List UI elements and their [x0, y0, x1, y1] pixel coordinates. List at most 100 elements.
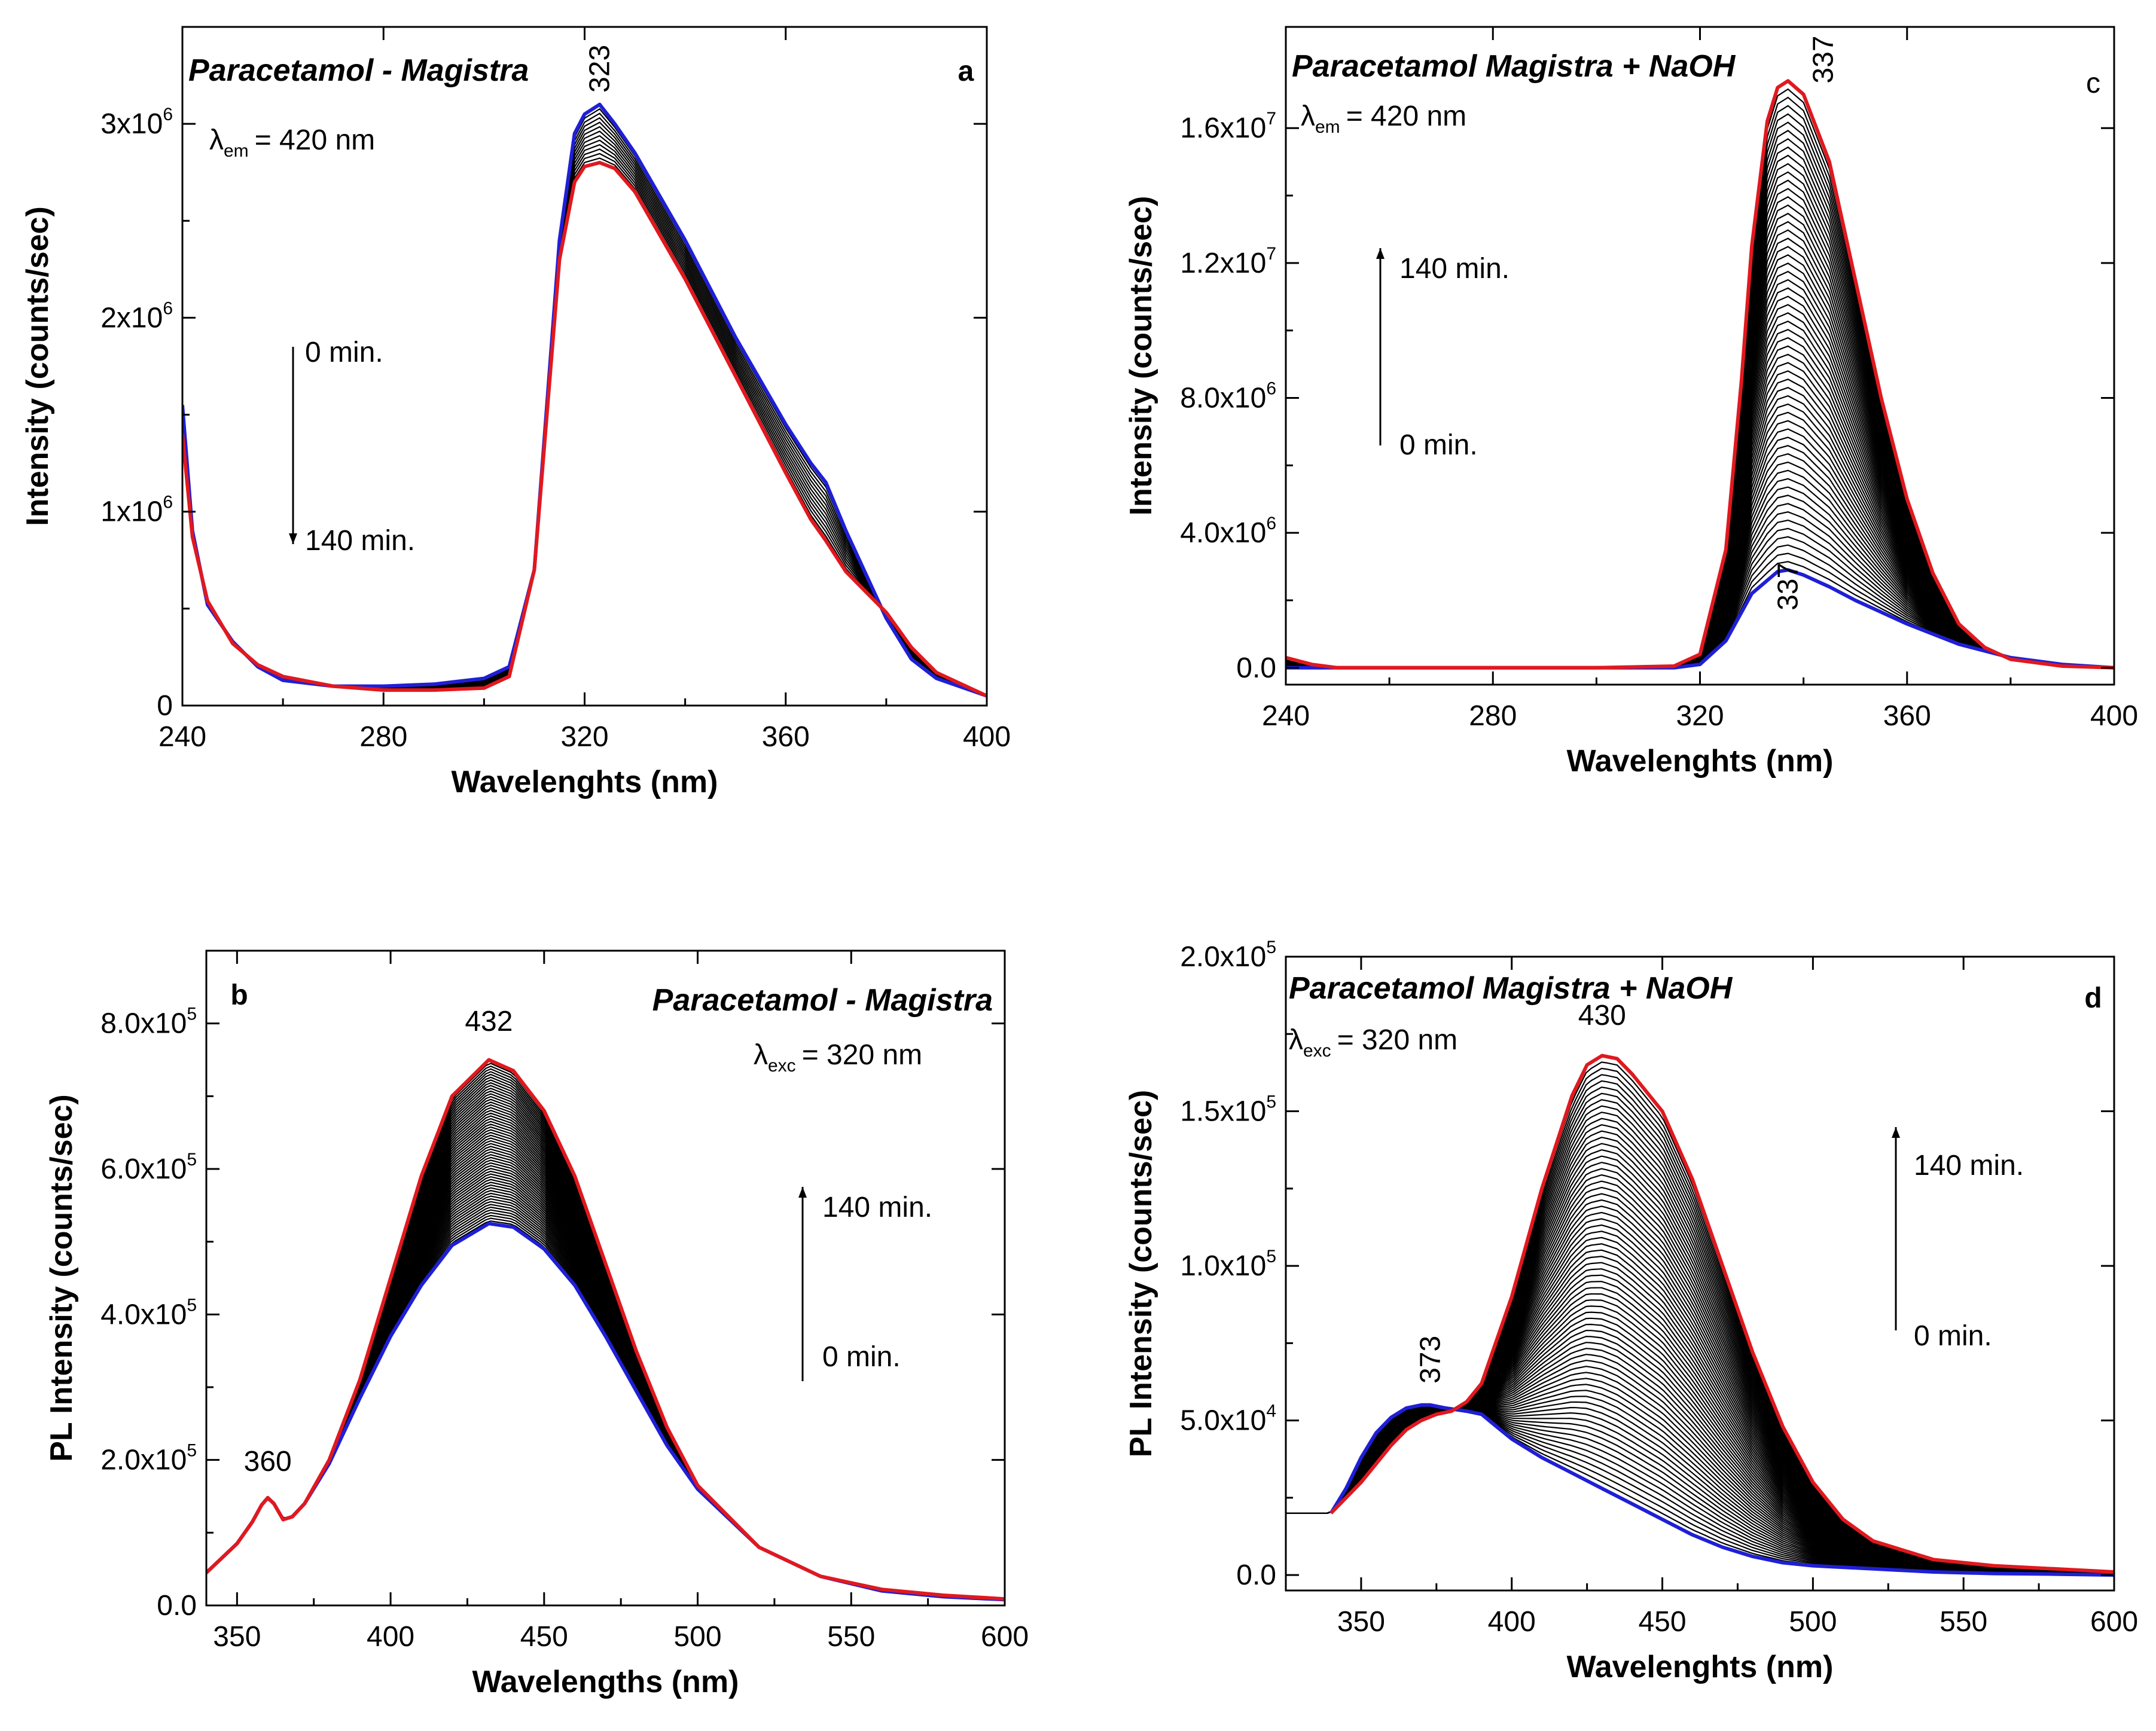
curve-a-6: [182, 130, 987, 697]
curve-c-33: [1286, 295, 2114, 668]
curve-c-8: [1286, 503, 2114, 668]
x-tick-label-c-3: 360: [1883, 700, 1931, 732]
arrow-start-label-a: 0 min.: [305, 337, 383, 368]
curve-c-23: [1286, 378, 2114, 668]
x-tick-label-d-2: 450: [1638, 1606, 1686, 1638]
curve-b-16: [206, 1179, 1005, 1600]
curve-c-9: [1286, 494, 2114, 668]
panel-d: 350 400 450 500 550 600 0.0 5.0x104 1.0x105 1.5x1…: [1124, 938, 2138, 1684]
x-tick-label-b-0: 350: [213, 1621, 261, 1653]
chart-title-b: Paracetamol - Magistra: [652, 983, 993, 1018]
curve-c-26: [1286, 353, 2114, 668]
curve-c-55: [1286, 113, 2114, 668]
curve-c-17: [1286, 428, 2114, 668]
peak-label-d-1: 373: [1415, 1336, 1447, 1384]
curve-c-58: [1286, 88, 2114, 668]
x-tick-label-a-1: 280: [359, 721, 407, 753]
curve-c-11: [1286, 478, 2114, 668]
curve-c-35: [1286, 279, 2114, 668]
panel-label-d: d: [2084, 982, 2102, 1014]
arrow-start-label-c: 0 min.: [1399, 429, 1478, 461]
y-tick-label-a-1: 1x106: [100, 493, 173, 528]
curve-c-36: [1286, 270, 2114, 668]
peak-label-c-1: 337: [1773, 563, 1804, 610]
arrow-end-label-d: 140 min.: [1914, 1150, 2024, 1182]
panel-label-c: c: [2086, 68, 2100, 99]
x-tick-label-c-2: 320: [1676, 700, 1724, 732]
curve-c-54: [1286, 121, 2114, 668]
curve-a-2: [182, 112, 987, 697]
x-axis-label-b: Wavelengths (nm): [472, 1665, 739, 1699]
curve-c-28: [1286, 337, 2114, 668]
y-tick-label-c-2: 8.0x106: [1180, 379, 1276, 414]
curve-d-9: [1286, 1406, 2114, 1576]
curve-d-12: [1286, 1406, 2114, 1576]
plot-area-a: [182, 102, 987, 698]
y-axis-label-b: PL Intensity (counts/sec): [44, 1094, 79, 1462]
series-c-last: [1286, 79, 2114, 670]
x-tick-label-d-0: 350: [1337, 1606, 1385, 1638]
curve-c-38: [1286, 254, 2114, 668]
curve-d-11: [1286, 1406, 2114, 1576]
y-tick-label-b-0: 0.0: [157, 1590, 197, 1622]
plot-area-d: [1286, 1054, 2114, 1577]
x-tick-label-b-2: 450: [520, 1621, 568, 1653]
curve-c-25: [1286, 362, 2114, 668]
plot-area-b: [206, 1058, 1005, 1602]
y-tick-label-a-3: 3x106: [100, 105, 173, 140]
curve-b-11: [206, 1192, 1005, 1601]
y-axis-label-c: Intensity (counts/sec): [1124, 196, 1158, 516]
curve-a-11: [182, 152, 987, 697]
curve-c-48: [1286, 171, 2114, 668]
curve-c-29: [1286, 328, 2114, 668]
panel-label-b: b: [230, 979, 248, 1011]
curve-d-42: [1286, 1224, 2114, 1574]
y-tick-label-d-4: 2.0x105: [1180, 938, 1276, 973]
curve-b-13: [206, 1187, 1005, 1601]
curve-a-8: [182, 139, 987, 697]
curve-c-37: [1286, 262, 2114, 668]
x-axis-label-a: Wavelenghts (nm): [452, 765, 718, 799]
curve-b-17: [206, 1176, 1005, 1600]
curve-d-8: [1286, 1405, 2114, 1576]
time-arrow-head-a: [289, 533, 297, 544]
arrow-start-label-d: 0 min.: [1914, 1320, 1992, 1352]
curve-b-22: [206, 1162, 1005, 1600]
curve-c-15: [1286, 445, 2114, 668]
x-tick-label-a-2: 320: [560, 721, 608, 753]
chart-title-a: Paracetamol - Magistra: [188, 53, 529, 88]
series-d-first: [1329, 1403, 2114, 1577]
curve-a-10: [182, 148, 987, 697]
x-tick-label-d-3: 500: [1789, 1606, 1837, 1638]
curve-c-6: [1286, 519, 2114, 668]
x-tick-label-b-4: 550: [827, 1621, 875, 1653]
x-axis-label-d: Wavelenghts (nm): [1567, 1650, 1834, 1684]
y-tick-label-d-1: 5.0x104: [1180, 1402, 1276, 1437]
x-tick-label-a-4: 400: [963, 721, 1011, 753]
panel-label-a: a: [958, 56, 974, 87]
curve-c-30: [1286, 320, 2114, 668]
y-tick-label-b-3: 6.0x105: [100, 1150, 197, 1185]
x-tick-label-b-1: 400: [367, 1621, 414, 1653]
x-tick-label-c-1: 280: [1469, 700, 1517, 732]
curve-c-49: [1286, 163, 2114, 668]
y-tick-label-c-3: 1.2x107: [1180, 244, 1276, 279]
curve-c-31: [1286, 312, 2114, 668]
plot-area-c: [1286, 79, 2114, 670]
curve-c-51: [1286, 146, 2114, 668]
x-axis-label-c: Wavelenghts (nm): [1567, 744, 1834, 779]
curve-c-24: [1286, 370, 2114, 668]
curve-a-3: [182, 117, 987, 697]
curve-a-5: [182, 126, 987, 697]
lambda-annotation-a: λem = 420 nm: [209, 124, 375, 161]
y-tick-label-c-0: 0.0: [1236, 652, 1276, 684]
curve-b-18: [206, 1173, 1005, 1600]
y-tick-label-c-1: 4.0x106: [1180, 514, 1276, 549]
time-arrow-head-c: [1376, 248, 1385, 259]
y-axis-label-d: PL Intensity (counts/sec): [1124, 1090, 1158, 1458]
y-tick-label-d-3: 1.5x105: [1180, 1092, 1276, 1128]
x-tick-label-a-3: 360: [762, 721, 810, 753]
x-tick-label-a-0: 240: [158, 721, 206, 753]
panel-c: 240 280 320 360 400 0.0 4.0x106 8.0x106 1.2x107 1…: [1124, 26, 2138, 779]
